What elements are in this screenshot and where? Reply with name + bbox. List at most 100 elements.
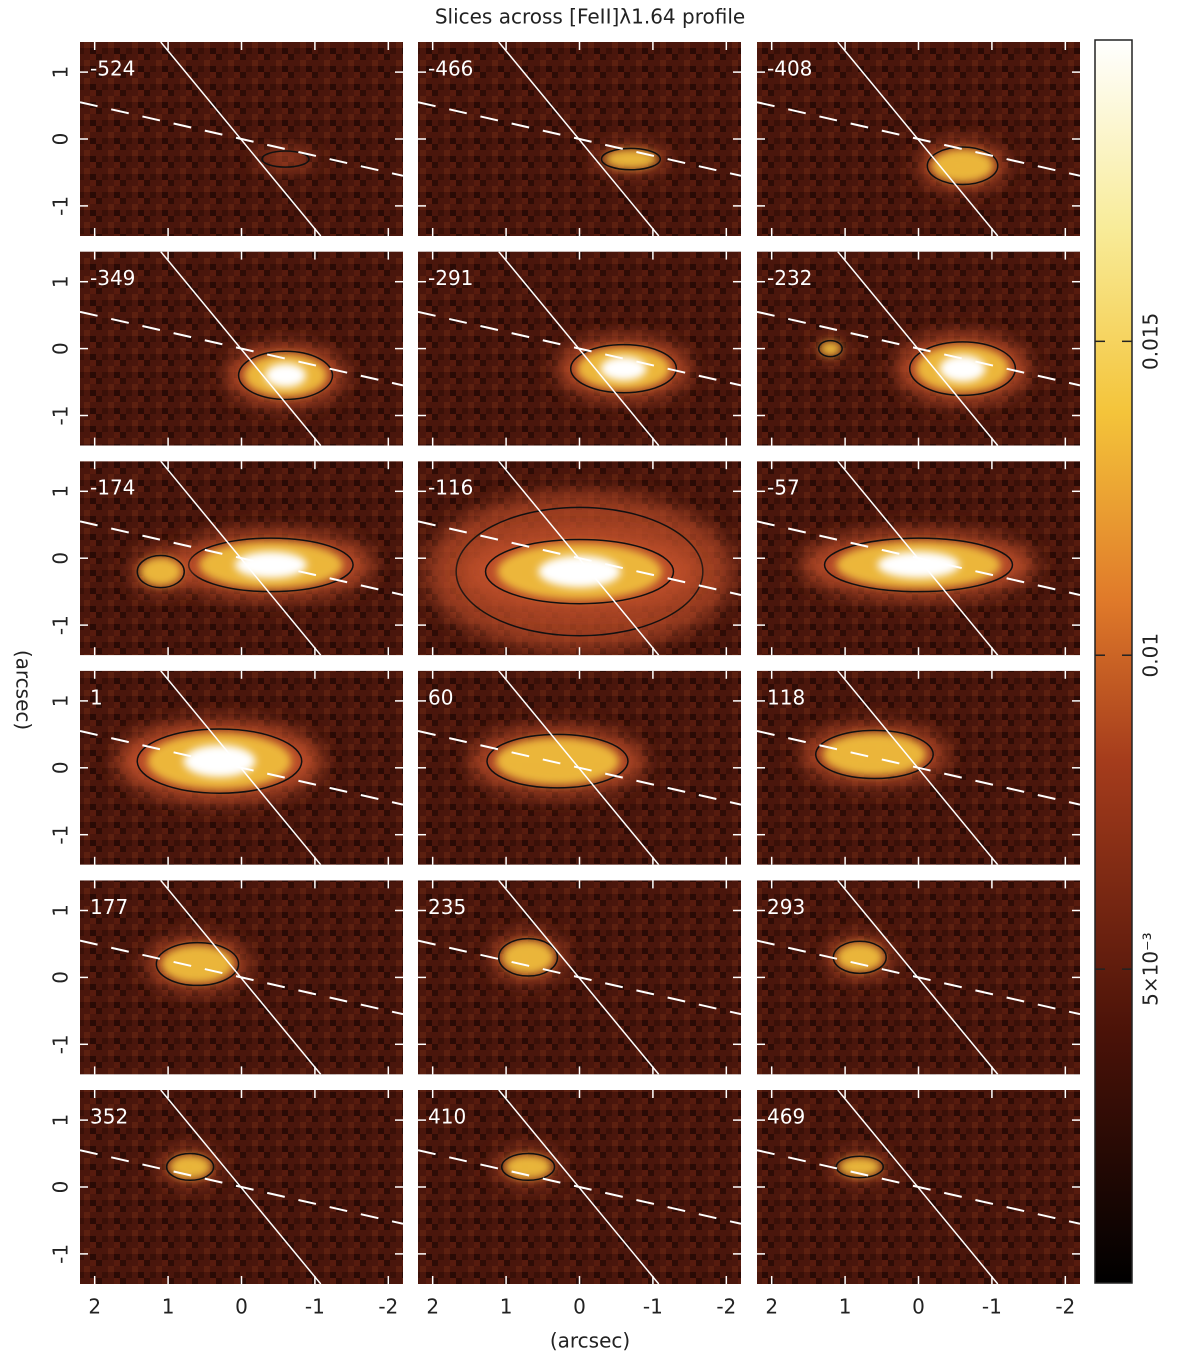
- axis-line: [418, 310, 741, 387]
- y-tick-label: 1: [49, 695, 73, 708]
- emission: [600, 356, 647, 381]
- panel: [80, 670, 403, 865]
- panel-label: -466: [428, 57, 473, 81]
- x-axis-label: (arcsec): [550, 1329, 630, 1353]
- contour: [814, 729, 934, 780]
- colorbar-tick-label: 5×10⁻³: [1139, 932, 1163, 1006]
- panel: [418, 880, 741, 1075]
- contour: [600, 147, 661, 171]
- panel: [418, 251, 741, 446]
- panel-label: -116: [428, 476, 473, 500]
- x-tick-label: -1: [643, 1295, 663, 1319]
- colorbar-tick-label: 0.01: [1139, 633, 1163, 678]
- emission: [939, 355, 986, 383]
- emission: [839, 1157, 881, 1177]
- contour: [237, 350, 334, 401]
- emission: [264, 363, 307, 388]
- panel: [757, 251, 1080, 446]
- emission: [495, 737, 620, 785]
- emission: [820, 341, 841, 356]
- y-tick-label: 0: [49, 761, 73, 774]
- emission: [877, 551, 960, 579]
- axis-line: [418, 1149, 741, 1225]
- contour: [455, 506, 704, 637]
- panel-label: 118: [767, 685, 805, 709]
- panel-label: -408: [767, 57, 812, 81]
- contour: [486, 733, 629, 789]
- axis-line: [418, 101, 741, 177]
- axis-line: [757, 101, 1080, 177]
- panel: [80, 42, 403, 236]
- panel: [80, 461, 403, 656]
- x-tick-label: -2: [1055, 1295, 1075, 1319]
- x-tick-label: 0: [912, 1295, 925, 1319]
- y-tick-label: -1: [49, 196, 73, 216]
- axis-line: [757, 730, 1080, 806]
- panel-label: 469: [767, 1105, 805, 1129]
- y-tick-label: 0: [49, 971, 73, 984]
- y-tick-label: -1: [49, 825, 73, 845]
- panel-label: -291: [428, 266, 473, 290]
- panel-label: -57: [767, 476, 800, 500]
- panel: [757, 1090, 1080, 1284]
- panel: [80, 1090, 403, 1284]
- y-axis-label: (arcsec): [12, 650, 36, 730]
- y-tick-label: 0: [49, 552, 73, 565]
- emission: [823, 733, 926, 776]
- panel-label: 410: [428, 1105, 466, 1129]
- contour: [261, 150, 310, 168]
- contour: [165, 1152, 215, 1182]
- y-tick-label: -1: [49, 615, 73, 635]
- y-tick-label: 1: [49, 1114, 73, 1127]
- panel-label: -232: [767, 266, 812, 290]
- y-tick-label: 0: [49, 1181, 73, 1194]
- panel: [418, 461, 741, 656]
- contour: [823, 537, 1014, 593]
- contour: [835, 1155, 885, 1179]
- emission: [538, 555, 621, 588]
- axis-line: [80, 520, 403, 596]
- contour: [187, 537, 354, 593]
- contour: [498, 937, 559, 977]
- axis-line: [757, 310, 1080, 387]
- y-tick-label: -1: [49, 406, 73, 426]
- panel: [757, 880, 1080, 1075]
- panel: [418, 42, 741, 236]
- x-tick-label: -2: [716, 1295, 736, 1319]
- x-tick-label: 0: [573, 1295, 586, 1319]
- x-tick-label: 0: [235, 1295, 248, 1319]
- x-tick-label: 1: [162, 1295, 175, 1319]
- axis-line: [757, 520, 1080, 596]
- panel-label: -174: [90, 476, 135, 500]
- emission: [502, 940, 554, 974]
- panel-label: 60: [428, 685, 453, 709]
- contour: [817, 339, 843, 358]
- axis-line: [80, 1149, 403, 1225]
- axis-line: [80, 310, 403, 387]
- axis-line: [757, 1149, 1080, 1225]
- axis-line: [418, 730, 741, 806]
- x-tick-label: -1: [982, 1295, 1002, 1319]
- contour: [926, 146, 999, 186]
- y-tick-label: 0: [49, 133, 73, 146]
- panel: [757, 670, 1080, 865]
- emission: [605, 149, 657, 169]
- y-tick-label: 1: [49, 66, 73, 79]
- contour: [155, 941, 240, 987]
- contour: [569, 343, 678, 394]
- x-tick-label: 2: [765, 1295, 778, 1319]
- colorbar: [1094, 39, 1133, 1284]
- panel-label: 1: [90, 685, 103, 709]
- panel-label: -524: [90, 57, 135, 81]
- panel: [418, 1090, 741, 1284]
- panel-label: 293: [767, 895, 805, 919]
- y-tick-label: 1: [49, 904, 73, 917]
- contour: [908, 341, 1017, 397]
- y-tick-label: 0: [49, 342, 73, 355]
- x-tick-label: 2: [88, 1295, 101, 1319]
- panel: [80, 880, 403, 1075]
- panel-label: 177: [90, 895, 128, 919]
- axis-line: [418, 939, 741, 1016]
- axis-line: [80, 939, 403, 1016]
- contour: [500, 1152, 556, 1182]
